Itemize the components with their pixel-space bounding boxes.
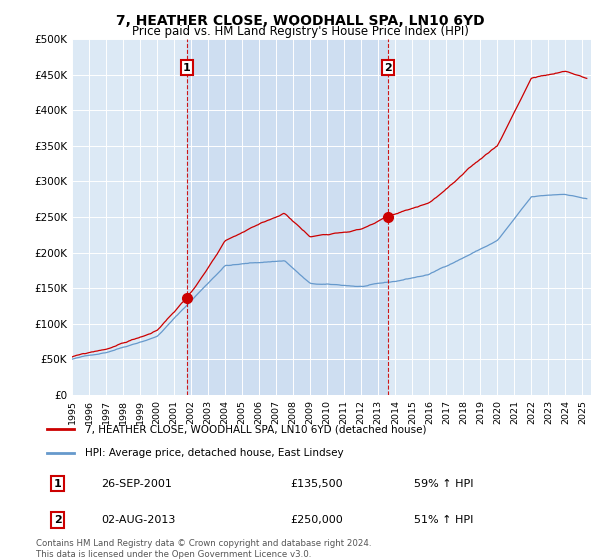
Text: Contains HM Land Registry data © Crown copyright and database right 2024.
This d: Contains HM Land Registry data © Crown c…: [36, 539, 371, 559]
Text: 59% ↑ HPI: 59% ↑ HPI: [414, 479, 473, 489]
Bar: [187, 39, 388, 395]
Text: £135,500: £135,500: [290, 479, 343, 489]
Text: 7, HEATHER CLOSE, WOODHALL SPA, LN10 6YD (detached house): 7, HEATHER CLOSE, WOODHALL SPA, LN10 6YD…: [85, 424, 426, 435]
Text: £250,000: £250,000: [290, 515, 343, 525]
Text: Price paid vs. HM Land Registry's House Price Index (HPI): Price paid vs. HM Land Registry's House …: [131, 25, 469, 38]
Text: HPI: Average price, detached house, East Lindsey: HPI: Average price, detached house, East…: [85, 447, 343, 458]
Text: 51% ↑ HPI: 51% ↑ HPI: [414, 515, 473, 525]
Text: 26-SEP-2001: 26-SEP-2001: [101, 479, 172, 489]
Text: 1: 1: [183, 63, 191, 73]
Text: 1: 1: [54, 479, 61, 489]
Text: 02-AUG-2013: 02-AUG-2013: [101, 515, 175, 525]
Text: 2: 2: [384, 63, 392, 73]
Text: 7, HEATHER CLOSE, WOODHALL SPA, LN10 6YD: 7, HEATHER CLOSE, WOODHALL SPA, LN10 6YD: [116, 14, 484, 28]
Text: 2: 2: [54, 515, 61, 525]
